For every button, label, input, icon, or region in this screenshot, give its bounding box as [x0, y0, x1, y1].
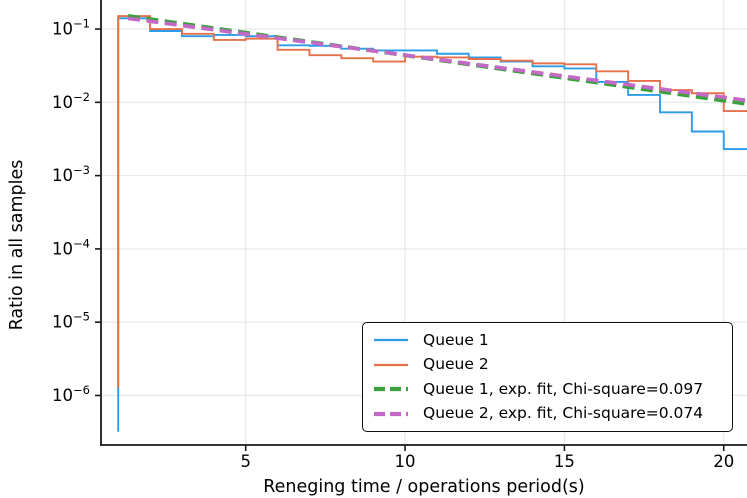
legend: Queue 1 Queue 2 Queue 1, exp. fit, Chi-s…: [362, 322, 733, 432]
queue1-line-swatch: [374, 339, 408, 342]
y-axis-title: Ratio in all samples: [7, 160, 27, 331]
legend-label-queue2: Queue 2: [423, 355, 489, 373]
legend-label-queue2-fit: Queue 2, exp. fit, Chi-square=0.074: [423, 404, 704, 422]
y-tick-label: 10−3: [52, 163, 90, 185]
y-tick-label: 10−6: [52, 383, 90, 405]
legend-item-queue2-fit: Queue 2, exp. fit, Chi-square=0.074: [373, 404, 722, 422]
y-tick-label: 10−2: [52, 90, 90, 112]
x-tick-label: 15: [554, 452, 575, 471]
legend-label-queue1-fit: Queue 1, exp. fit, Chi-square=0.097: [423, 379, 704, 398]
y-tick-label: 10−4: [52, 236, 90, 258]
legend-item-queue2: Queue 2: [373, 355, 722, 373]
data-series: [117, 14, 747, 432]
queue-2-step-line: [117, 15, 747, 388]
x-tick-label: 10: [395, 452, 416, 471]
legend-item-queue1: Queue 1: [373, 330, 722, 349]
x-axis-title: Reneging time / operations period(s): [263, 477, 585, 497]
queue1-fit-line-swatch: [374, 387, 408, 392]
x-tick-label: 5: [240, 452, 251, 471]
legend-label-queue1: Queue 1: [423, 330, 489, 349]
y-tick-label: 10−5: [52, 310, 90, 332]
axes: 5 10 15 20 10−1 10−2 10−3 10−4 10−5 10−6: [52, 0, 747, 471]
exp-fit-line: [127, 16, 747, 103]
y-tick-label: 10−1: [52, 17, 90, 39]
queue2-line-swatch: [374, 363, 408, 366]
legend-item-queue1-fit: Queue 1, exp. fit, Chi-square=0.097: [373, 379, 722, 398]
x-tick-label: 20: [713, 452, 734, 471]
queue2-fit-line-swatch: [374, 411, 408, 416]
